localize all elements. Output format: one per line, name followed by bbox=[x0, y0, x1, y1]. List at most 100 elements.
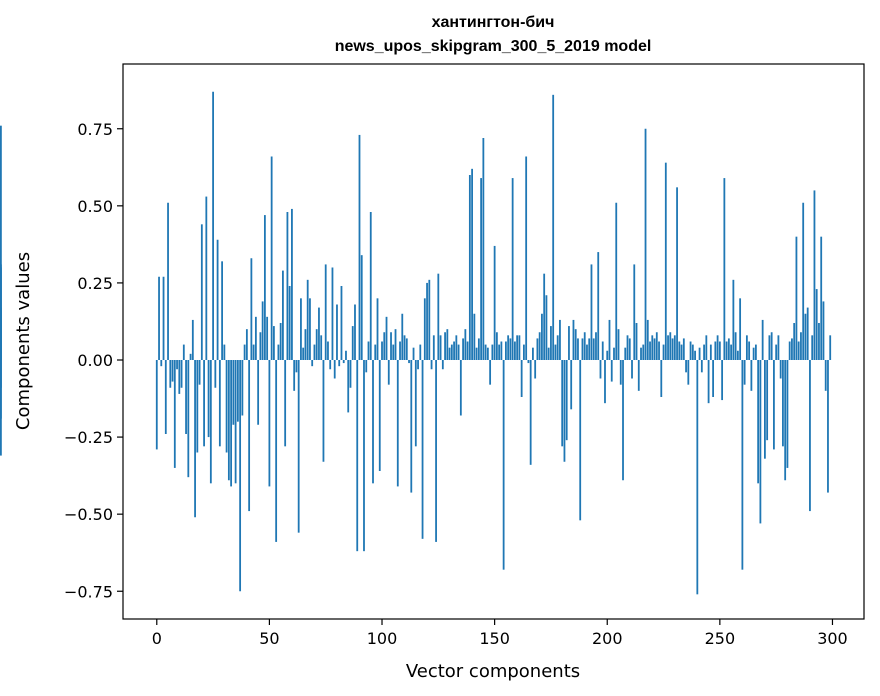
bar-261 bbox=[743, 360, 746, 385]
bar-127 bbox=[441, 360, 444, 370]
bar-265 bbox=[752, 347, 755, 360]
bar-29 bbox=[221, 261, 223, 360]
bar-291 bbox=[811, 335, 814, 360]
bar-195 bbox=[595, 332, 597, 360]
x-tick-label: 50 bbox=[259, 629, 279, 648]
bar-177 bbox=[554, 344, 557, 360]
bar-236 bbox=[687, 360, 690, 385]
bar-122 bbox=[430, 360, 433, 370]
chart-subtitle: news_upos_skipgram_300_5_2019 model bbox=[335, 38, 652, 55]
bar-212 bbox=[633, 264, 636, 360]
bar-62 bbox=[295, 360, 298, 373]
bar-117 bbox=[419, 344, 422, 360]
bar-119 bbox=[423, 298, 426, 360]
bar-57 bbox=[284, 360, 287, 447]
bar-4 bbox=[164, 360, 167, 434]
bar-229 bbox=[671, 338, 674, 360]
bar-73 bbox=[320, 335, 323, 360]
bar-50 bbox=[268, 360, 271, 487]
x-tick-label: 200 bbox=[592, 629, 623, 648]
bar-198 bbox=[601, 341, 604, 360]
bar-75 bbox=[324, 264, 327, 360]
bar-48 bbox=[263, 215, 266, 360]
bar-80 bbox=[336, 304, 338, 360]
bar-149 bbox=[491, 344, 494, 360]
bar-270 bbox=[764, 360, 766, 459]
bar-135 bbox=[459, 360, 462, 416]
bar-67 bbox=[306, 279, 309, 360]
bar-239 bbox=[694, 350, 696, 360]
bar-186 bbox=[574, 329, 577, 360]
bars-layer bbox=[0, 91, 832, 595]
bar-249 bbox=[716, 335, 719, 360]
bar-103 bbox=[387, 360, 390, 385]
bar-253 bbox=[725, 341, 728, 360]
bar-185 bbox=[572, 319, 575, 360]
plot-area-frame bbox=[122, 63, 865, 620]
bar-71 bbox=[315, 329, 318, 360]
bar-233 bbox=[680, 344, 683, 360]
bar-32 bbox=[227, 360, 230, 481]
bar-156 bbox=[507, 335, 510, 360]
bar-108 bbox=[399, 341, 401, 360]
bar-206 bbox=[619, 360, 622, 385]
bar-163 bbox=[523, 344, 525, 360]
bar-243 bbox=[703, 344, 705, 360]
bar-107 bbox=[396, 360, 399, 487]
bar-256 bbox=[732, 279, 735, 360]
bar-137 bbox=[464, 329, 467, 360]
bar-139 bbox=[468, 175, 471, 360]
bar-70 bbox=[313, 344, 316, 360]
bar-92 bbox=[363, 360, 365, 552]
bar-295 bbox=[820, 236, 823, 360]
bar-199 bbox=[604, 360, 606, 404]
bar-238 bbox=[691, 344, 694, 360]
bar-259 bbox=[739, 298, 742, 360]
bar-0 bbox=[155, 360, 158, 450]
bar-205 bbox=[617, 329, 620, 360]
bar-74 bbox=[322, 360, 325, 462]
bar-208 bbox=[624, 347, 627, 360]
bar-105 bbox=[392, 344, 395, 360]
bar-241 bbox=[698, 347, 701, 360]
bar-203 bbox=[613, 347, 615, 360]
bar-6 bbox=[169, 360, 172, 388]
bar-130 bbox=[448, 347, 451, 360]
bar-37 bbox=[239, 360, 242, 592]
bar-179 bbox=[559, 319, 561, 360]
chart-title: хантингтон-бич bbox=[432, 14, 555, 31]
x-tick-label: 150 bbox=[479, 629, 510, 648]
bar-174 bbox=[547, 347, 550, 360]
bar-110 bbox=[403, 335, 406, 360]
bar-78 bbox=[331, 267, 334, 360]
bar-173 bbox=[545, 295, 548, 360]
bar-146 bbox=[484, 344, 487, 360]
bar-123 bbox=[432, 335, 435, 360]
bar-102 bbox=[385, 316, 388, 360]
bar-2 bbox=[160, 360, 163, 367]
bar-257 bbox=[734, 332, 737, 360]
bar-125 bbox=[437, 273, 440, 360]
bar-145 bbox=[482, 138, 485, 360]
bar-220 bbox=[651, 335, 654, 360]
bar-214 bbox=[637, 360, 640, 391]
bar-289 bbox=[806, 307, 809, 360]
bar-16 bbox=[191, 319, 194, 360]
y-axis-label: Components values bbox=[13, 252, 34, 430]
bar-286 bbox=[800, 332, 802, 360]
bar-263 bbox=[748, 341, 751, 360]
bar-285 bbox=[797, 341, 800, 360]
bar-264 bbox=[750, 360, 753, 391]
bar-248 bbox=[714, 341, 717, 360]
bar-36 bbox=[236, 360, 239, 422]
y-tick-label: −0.75 bbox=[64, 582, 113, 601]
bar-79 bbox=[333, 360, 336, 379]
bar-216 bbox=[642, 344, 645, 360]
bar-9 bbox=[176, 360, 178, 370]
bar-136 bbox=[462, 338, 464, 360]
bar-250 bbox=[718, 341, 721, 360]
bar-148 bbox=[489, 360, 492, 385]
bar-251 bbox=[721, 360, 724, 401]
bar-166 bbox=[529, 360, 532, 465]
